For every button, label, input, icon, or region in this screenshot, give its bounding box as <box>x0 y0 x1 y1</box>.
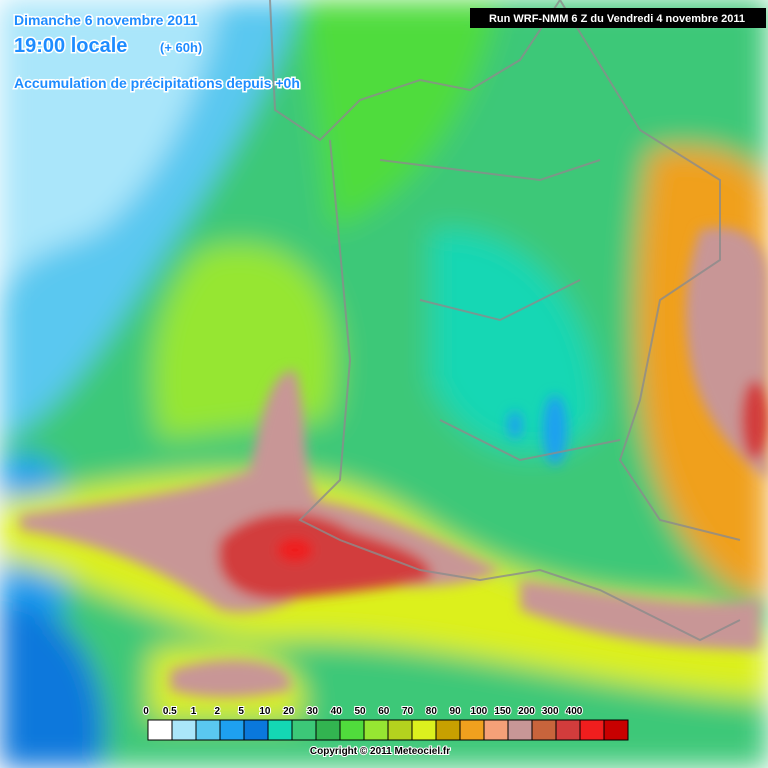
legend-swatch <box>291 719 317 741</box>
legend: 0 0.5 1 2 5 10 20 30 40 50 60 70 80 90 100 150 200 300 400 <box>142 705 629 741</box>
legend-swatch <box>339 719 365 741</box>
legend-swatch <box>243 719 269 741</box>
legend-swatch <box>603 719 629 741</box>
legend-swatch <box>579 719 605 741</box>
legend-label: 150 <box>494 706 511 717</box>
date: Dimanche 6 novembre 2011 <box>14 12 198 28</box>
copyright: Copyright © 2011 Meteociel.fr <box>310 746 450 757</box>
legend-label: 50 <box>354 706 366 717</box>
legend-label: 5 <box>238 706 244 717</box>
legend-swatch <box>459 719 485 741</box>
legend-swatch <box>483 719 509 741</box>
legend-label: 1 <box>191 706 197 717</box>
legend-label: 60 <box>378 706 390 717</box>
legend-label: 20 <box>283 706 295 717</box>
legend-swatch <box>507 719 533 741</box>
legend-label: 200 <box>518 706 535 717</box>
run-info: Run WRF-NMM 6 Z du Vendredi 4 novembre 2… <box>489 13 745 25</box>
time: 19:00 locale <box>14 35 127 57</box>
legend-swatch <box>219 719 245 741</box>
legend-swatch <box>147 719 173 741</box>
run-banner <box>470 8 766 28</box>
legend-swatch <box>363 719 389 741</box>
legend-swatch <box>267 719 293 741</box>
legend-label: 0 <box>143 706 149 717</box>
heavy-precipitation <box>20 227 768 698</box>
legend-swatch <box>195 719 221 741</box>
legend-swatch <box>555 719 581 741</box>
legend-swatch <box>387 719 413 741</box>
legend-label: 100 <box>471 706 488 717</box>
legend-label: 2 <box>215 706 221 717</box>
legend-swatch <box>531 719 557 741</box>
legend-label: 40 <box>331 706 343 717</box>
subtitle: Accumulation de précipitations depuis +0… <box>14 75 300 91</box>
legend-swatch <box>315 719 341 741</box>
offset: (+ 60h) <box>160 40 202 55</box>
borders <box>269 0 741 642</box>
legend-label: 70 <box>402 706 414 717</box>
legend-swatch <box>411 719 437 741</box>
legend-label: 90 <box>450 706 462 717</box>
legend-label: 80 <box>426 706 438 717</box>
legend-label: 10 <box>259 706 271 717</box>
legend-swatch <box>171 719 197 741</box>
legend-label: 30 <box>307 706 319 717</box>
legend-swatch <box>435 719 461 741</box>
legend-label: 0.5 <box>163 706 177 717</box>
legend-label: 400 <box>566 706 583 717</box>
legend-label: 300 <box>542 706 559 717</box>
